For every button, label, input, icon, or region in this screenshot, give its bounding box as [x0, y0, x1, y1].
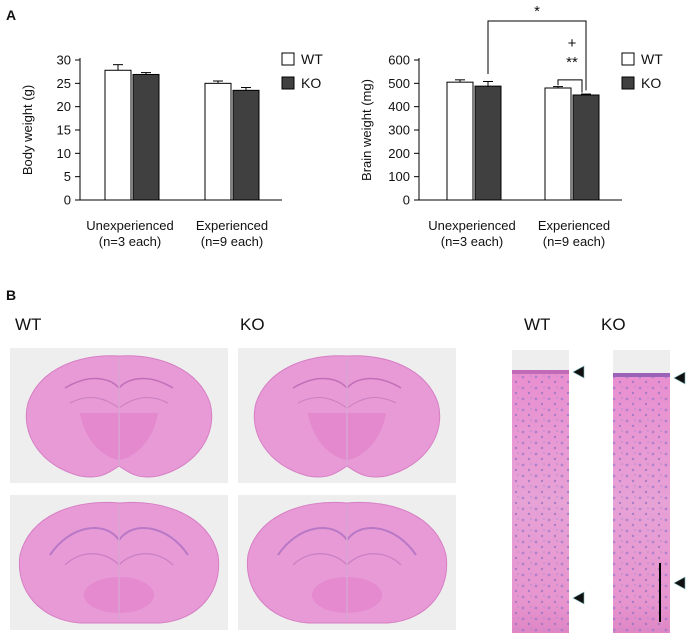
bar-ko-0 — [132, 73, 160, 201]
brain-shape-ko-1 — [253, 355, 441, 478]
significance-double-star: ** — [566, 54, 578, 71]
bar-wt-0 — [104, 69, 132, 201]
brain-shape-ko-2 — [246, 501, 448, 624]
y-tick-label: 0 — [403, 193, 410, 208]
brain-shape-wt-1 — [25, 355, 213, 478]
legend-swatch-ko — [281, 76, 295, 90]
panel-b-label: B — [6, 287, 16, 303]
category-label: (n=3 each) — [441, 234, 504, 249]
y-tick-label: 200 — [388, 146, 410, 161]
y-tick-label: 0 — [64, 193, 71, 208]
significance-star: * — [534, 3, 540, 20]
cortex-strip-wt — [512, 350, 569, 633]
cortex-title-ko: KO — [601, 315, 626, 334]
significance-bracket-star — [487, 20, 587, 91]
brain-weight-chart: 0 100 200 300 400 500 600 Brain weight (mg) Unex… — [359, 3, 663, 249]
cortex-strip-ko — [613, 350, 670, 633]
category-label: Experienced — [196, 218, 268, 233]
y-tick-label: 20 — [57, 99, 71, 114]
significance-plus: + — [568, 35, 577, 52]
section-title-ko: KO — [240, 315, 265, 334]
y-tick-label: 30 — [57, 53, 71, 68]
body-weight-chart: 0 5 10 15 20 25 30 Body weight (g) Unexperienced… — [20, 51, 323, 249]
y-tick-label: 400 — [388, 99, 410, 114]
bar-wt-0 — [446, 81, 474, 201]
bar-ko-1 — [232, 89, 260, 201]
bar-ko-0 — [474, 85, 502, 201]
y-tick-label: 15 — [57, 123, 71, 138]
arrowhead-wt-top — [572, 365, 585, 379]
y-tick-label: 5 — [64, 169, 71, 184]
y-tick-label: 300 — [388, 123, 410, 138]
legend-swatch-ko — [621, 76, 635, 90]
y-axis-title: Brain weight (mg) — [359, 79, 374, 181]
bar-ko-1 — [572, 94, 600, 201]
cortex-title-wt: WT — [524, 315, 550, 334]
section-title-wt: WT — [15, 315, 41, 334]
legend-label-wt: WT — [301, 51, 323, 67]
y-tick-label: 25 — [57, 76, 71, 91]
legend-label-ko: KO — [641, 75, 661, 91]
category-label: Unexperienced — [428, 218, 515, 233]
arrowhead-ko-top — [673, 371, 686, 385]
y-axis-title: Body weight (g) — [20, 85, 35, 175]
arrowhead-ko-bottom — [673, 576, 686, 590]
y-tick-label: 500 — [388, 76, 410, 91]
legend-swatch-wt — [281, 52, 295, 66]
legend-swatch-wt — [621, 52, 635, 66]
arrowhead-wt-bottom — [572, 591, 585, 605]
category-label: (n=3 each) — [99, 234, 162, 249]
panel-a-label: A — [6, 7, 16, 23]
bar-wt-1 — [544, 87, 572, 201]
category-label: Experienced — [538, 218, 610, 233]
y-tick-label: 10 — [57, 146, 71, 161]
legend-label-wt: WT — [641, 51, 663, 67]
category-label: Unexperienced — [86, 218, 173, 233]
bar-wt-1 — [204, 82, 232, 201]
panel-b-histology: WT KO WT KO — [10, 315, 686, 633]
brain-shape-wt-2 — [18, 501, 220, 624]
y-tick-label: 100 — [388, 169, 410, 184]
y-tick-label: 600 — [388, 53, 410, 68]
legend-label-ko: KO — [301, 75, 321, 91]
significance-bracket-double — [557, 79, 583, 93]
category-label: (n=9 each) — [201, 234, 264, 249]
category-label: (n=9 each) — [543, 234, 606, 249]
